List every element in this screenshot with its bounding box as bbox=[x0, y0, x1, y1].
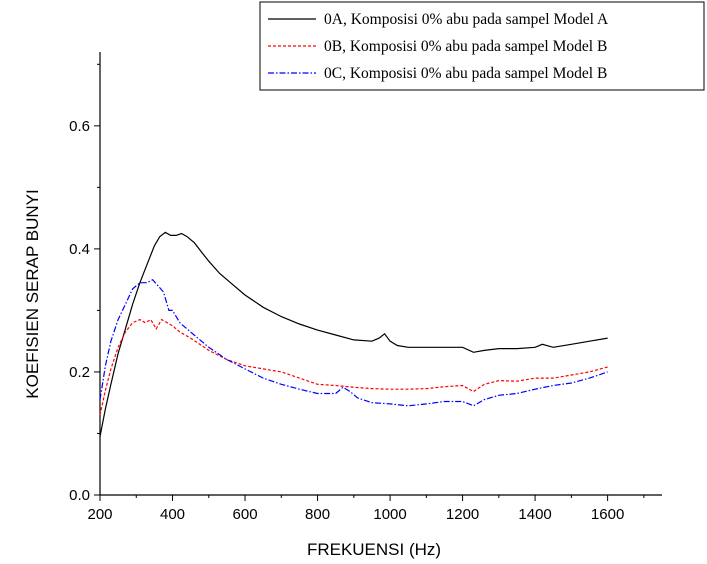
y-tick-label: 0.0 bbox=[69, 487, 90, 504]
legend-label-1: 0A, Komposisi 0% abu pada sampel Model A bbox=[324, 11, 609, 28]
y-axis-title: KOEFISIEN SERAP BUNYI bbox=[23, 189, 42, 398]
y-tick-label: 0.4 bbox=[69, 241, 90, 258]
legend-label-2: 0B, Komposisi 0% abu pada sampel Model B bbox=[324, 38, 607, 55]
series-line-1 bbox=[99, 231, 608, 437]
x-tick-label: 1400 bbox=[518, 506, 551, 523]
x-tick-label: 1600 bbox=[591, 506, 624, 523]
x-axis-title: FREKUENSI (Hz) bbox=[307, 540, 441, 559]
legend-box bbox=[259, 1, 705, 91]
series-line-2 bbox=[99, 318, 608, 416]
series-line-3 bbox=[99, 278, 608, 407]
x-tick-label: 200 bbox=[87, 506, 112, 523]
x-tick-label: 1200 bbox=[446, 506, 479, 523]
x-tick-label: 1000 bbox=[373, 506, 406, 523]
x-tick-label: 400 bbox=[160, 506, 185, 523]
y-tick-label: 0.6 bbox=[69, 118, 90, 135]
series-lines bbox=[99, 231, 608, 437]
x-tick-label: 800 bbox=[305, 506, 330, 523]
y-tick-label: 0.2 bbox=[69, 364, 90, 381]
legend-label-3: 0C, Komposisi 0% abu pada sampel Model B bbox=[324, 65, 607, 82]
x-tick-label: 600 bbox=[233, 506, 258, 523]
axes: 200 400 600 800 1000 1200 1400 1600 0.0 0.2 0.4 0.6 bbox=[69, 52, 662, 523]
legend: 0A, Komposisi 0% abu pada sampel Model A… bbox=[259, 1, 705, 91]
